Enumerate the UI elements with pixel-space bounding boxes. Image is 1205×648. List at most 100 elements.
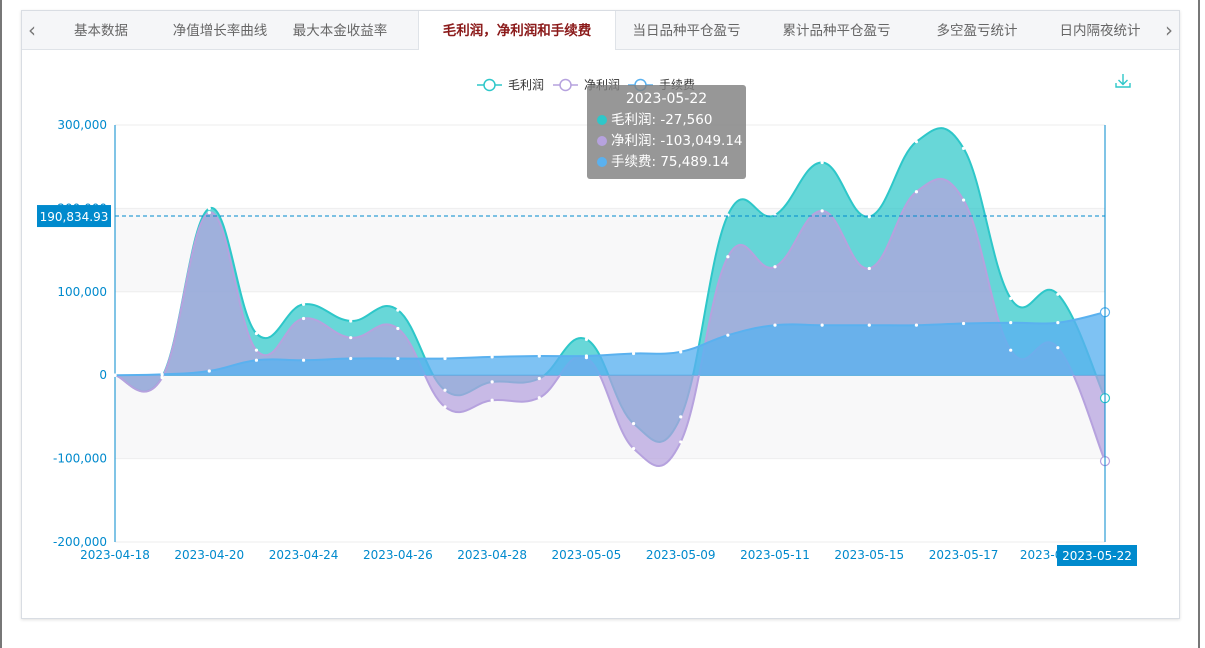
net-profit-point — [961, 198, 966, 202]
tab-item[interactable]: 净值增长率曲线 — [172, 23, 268, 39]
fee-point — [1009, 321, 1013, 325]
fee-point — [537, 354, 541, 358]
tooltip-row: 净利润: -103,049.14 — [587, 131, 746, 152]
fee-point — [160, 372, 164, 376]
fee-point — [301, 358, 306, 362]
net-profit-point — [631, 446, 636, 451]
tab-scroll-right-icon[interactable]: › — [1165, 18, 1173, 42]
fee-point — [443, 356, 447, 361]
x-tick-label: 2023-04-28 — [457, 548, 527, 562]
net-profit-point — [820, 209, 824, 213]
net-profit-point — [679, 440, 683, 444]
x-tick-label: 2023-04-26 — [363, 548, 433, 562]
x-tick-label: 2023-05-09 — [646, 548, 716, 562]
x-tick-label: 2023-04-20 — [174, 548, 244, 562]
gross-profit-point — [254, 331, 259, 336]
fee-point — [679, 350, 683, 354]
net-profit-point — [443, 405, 447, 409]
y-tick-label: 0 — [99, 368, 107, 382]
gross-profit-point — [443, 388, 447, 392]
tab-bar: ‹ 基本数据 净值增长率曲线 最大本金收益率 毛利润，净利润和手续费 当日品种平仓盈亏 累… — [22, 11, 1179, 50]
tooltip-title: 2023-05-22 — [625, 91, 708, 107]
fee-point — [396, 356, 400, 361]
gross-profit-point — [631, 421, 636, 426]
y-tick-label: -100,000 — [53, 452, 107, 466]
net-profit-point — [867, 266, 871, 271]
tab-item[interactable]: 累计品种平仓盈亏 — [782, 23, 891, 39]
gross-profit-point — [207, 206, 211, 210]
tooltip-dot-net — [597, 136, 607, 146]
tooltip-gross-text: 毛利润: -27,560 — [611, 112, 713, 128]
gross-profit-point — [679, 415, 683, 419]
x-tick-label: 2023-04-24 — [269, 548, 339, 562]
fee-point — [254, 358, 259, 362]
y-tick-label: -200,000 — [53, 535, 107, 549]
gross-profit-point — [584, 337, 589, 341]
tab-item[interactable]: 最大本金收益率 — [292, 23, 388, 39]
net-profit-point — [160, 376, 164, 380]
net-profit-point — [773, 265, 777, 269]
tab-item[interactable]: 毛利润，净利润和手续费 — [418, 11, 616, 50]
tab-item[interactable]: 日内隔夜统计 — [1059, 23, 1141, 39]
x-tick-label: 2023-05-11 — [740, 548, 810, 562]
net-profit-point — [1056, 346, 1060, 350]
legend-label: 毛利润 — [508, 78, 544, 92]
net-profit-point — [349, 336, 353, 340]
chart-tooltip: 2023-05-22 毛利润: -27,560 净利润: -103,049.14… — [587, 85, 746, 179]
net-profit-point — [207, 210, 211, 215]
tooltip-row: 毛利润: -27,560 — [587, 110, 746, 131]
gross-profit-point — [914, 140, 919, 144]
tooltip-row: 手续费: 75,489.14 — [587, 152, 746, 173]
crosshair-x-label: 2023-05-22 — [1062, 549, 1132, 563]
y-tick-label: 300,000 — [57, 118, 107, 132]
gross-profit-point — [1056, 292, 1060, 296]
tooltip-dot-fee — [597, 157, 607, 167]
crosshair-x-badge — [1057, 545, 1137, 566]
net-profit-point — [254, 348, 259, 352]
grid-band — [115, 458, 1105, 542]
download-icon[interactable] — [1115, 74, 1131, 88]
fee-point — [349, 356, 353, 361]
net-profit-point — [537, 396, 541, 400]
fee-point — [207, 369, 211, 373]
gross-profit-point — [537, 376, 541, 381]
legend-marker[interactable] — [483, 78, 496, 92]
tooltip-dot-gross — [597, 115, 607, 125]
legend-marker[interactable] — [559, 78, 572, 92]
net-profit-point — [726, 255, 730, 259]
gross-profit-point — [1009, 296, 1013, 301]
tooltip-fee-text: 手续费: 75,489.14 — [611, 154, 730, 170]
fee-point — [113, 373, 117, 377]
net-profit-point — [1009, 348, 1013, 352]
fee-area — [115, 312, 1105, 376]
x-tick-label: 2023-04-18 — [80, 548, 150, 562]
tab-item[interactable]: 多空盈亏统计 — [936, 23, 1018, 39]
fee-point — [490, 355, 494, 359]
x-tick-label: 2023-05-17 — [929, 548, 999, 562]
crosshair-y-label: 190,834.93 — [40, 210, 109, 224]
fee-point — [773, 323, 777, 327]
fee-point — [820, 323, 824, 327]
fee-line — [114, 311, 1106, 377]
fee-point — [1056, 321, 1060, 325]
net-profit-point — [490, 398, 494, 402]
gross-profit-point — [490, 380, 494, 384]
gross-profit-point — [349, 319, 353, 323]
tab-item[interactable]: 当日品种平仓盈亏 — [632, 23, 741, 39]
gross-profit-point — [867, 215, 871, 219]
tab-item[interactable]: 基本数据 — [74, 23, 128, 39]
x-tick-label: 2023-05-15 — [834, 548, 904, 562]
fee-point — [726, 333, 730, 337]
net-profit-point — [914, 190, 919, 194]
fee-point — [914, 323, 919, 327]
fee-point — [867, 323, 871, 327]
gross-profit-point — [396, 308, 400, 312]
y-tick-label: 100,000 — [57, 285, 107, 299]
gross-profit-point — [820, 160, 824, 165]
tab-scroll-left-icon[interactable]: ‹ — [28, 18, 36, 42]
fee-point — [631, 351, 636, 356]
net-profit-point — [396, 326, 400, 331]
x-tick-label: 2023-05-05 — [552, 548, 622, 562]
